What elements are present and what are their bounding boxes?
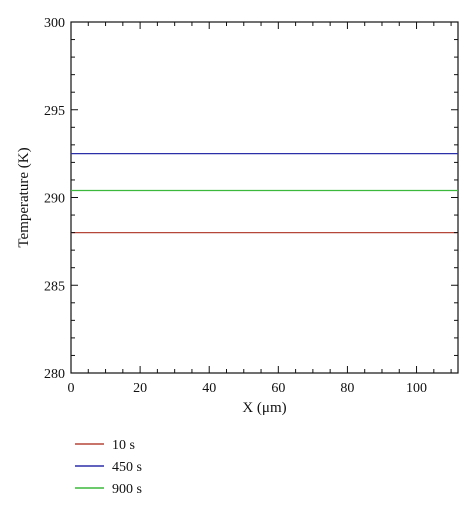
y-tick-label: 280 [44, 367, 65, 382]
legend-label-2: 450 s [112, 460, 142, 475]
x-tick-label: 100 [406, 381, 427, 396]
x-tick-label: 40 [202, 381, 216, 396]
legend-label-3: 900 s [112, 482, 142, 497]
y-tick-label: 300 [44, 16, 65, 31]
series-layer [71, 152, 458, 234]
y-tick-label: 285 [44, 279, 65, 294]
ticks-layer: 0 20 40 60 80 100 280 285 290 295 300 [44, 16, 458, 396]
y-tick-label: 290 [44, 192, 65, 207]
legend: 10 s 450 s 900 s [75, 438, 142, 497]
x-tick-label: 20 [133, 381, 147, 396]
y-tick-label: 295 [44, 104, 65, 119]
x-tick-label: 60 [271, 381, 285, 396]
x-axis-label: X (μm) [242, 400, 286, 416]
y-axis-label: Temperature (K) [16, 147, 32, 247]
plot-area [70, 21, 459, 374]
x-tick-label: 80 [340, 381, 354, 396]
plot-frame [70, 21, 459, 374]
legend-label-1: 10 s [112, 438, 135, 453]
x-tick-label: 0 [68, 381, 75, 396]
